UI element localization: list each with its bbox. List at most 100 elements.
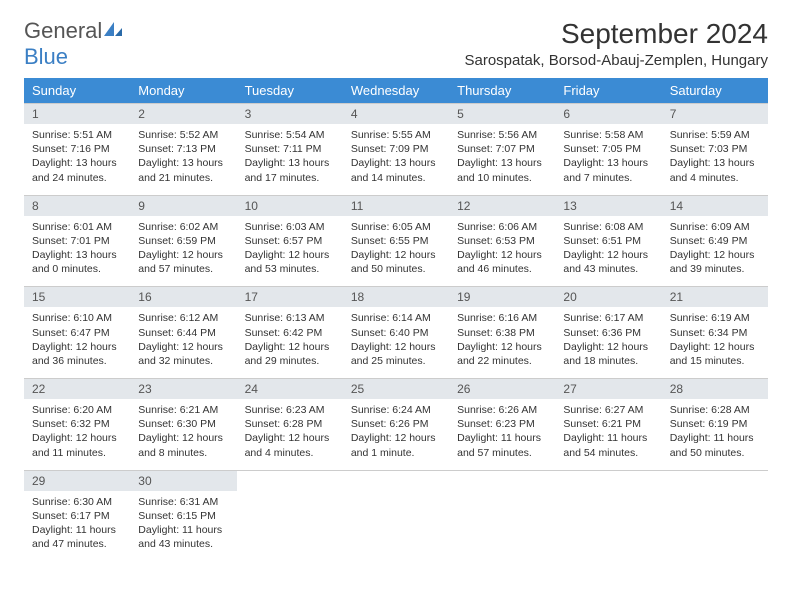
calendar-header-row: SundayMondayTuesdayWednesdayThursdayFrid… xyxy=(24,78,768,104)
calendar-week-row: 15Sunrise: 6:10 AMSunset: 6:47 PMDayligh… xyxy=(24,287,768,379)
calendar-day-cell: 6Sunrise: 5:58 AMSunset: 7:05 PMDaylight… xyxy=(555,104,661,196)
sunset-text: Sunset: 7:11 PM xyxy=(245,142,335,156)
sunset-text: Sunset: 6:38 PM xyxy=(457,326,547,340)
day-data: Sunrise: 6:06 AMSunset: 6:53 PMDaylight:… xyxy=(449,216,555,287)
brand-name-a: General xyxy=(24,18,102,43)
sunrise-text: Sunrise: 6:08 AM xyxy=(563,220,653,234)
calendar-day-cell: 2Sunrise: 5:52 AMSunset: 7:13 PMDaylight… xyxy=(130,104,236,196)
calendar-day-cell: 26Sunrise: 6:26 AMSunset: 6:23 PMDayligh… xyxy=(449,379,555,471)
day-data: Sunrise: 6:28 AMSunset: 6:19 PMDaylight:… xyxy=(662,399,768,470)
daylight-text-2: and 46 minutes. xyxy=(457,262,547,276)
sunset-text: Sunset: 6:30 PM xyxy=(138,417,228,431)
daylight-text-1: Daylight: 11 hours xyxy=(670,431,760,445)
day-number: 17 xyxy=(237,287,343,307)
sunset-text: Sunset: 6:23 PM xyxy=(457,417,547,431)
sunrise-text: Sunrise: 6:03 AM xyxy=(245,220,335,234)
calendar-day-cell: 10Sunrise: 6:03 AMSunset: 6:57 PMDayligh… xyxy=(237,195,343,287)
sunrise-text: Sunrise: 6:19 AM xyxy=(670,311,760,325)
sunrise-text: Sunrise: 6:20 AM xyxy=(32,403,122,417)
daylight-text-2: and 22 minutes. xyxy=(457,354,547,368)
daylight-text-1: Daylight: 13 hours xyxy=(32,156,122,170)
day-number: 20 xyxy=(555,287,661,307)
sunrise-text: Sunrise: 5:51 AM xyxy=(32,128,122,142)
sunrise-text: Sunrise: 6:17 AM xyxy=(563,311,653,325)
weekday-header: Wednesday xyxy=(343,78,449,104)
calendar-week-row: 1Sunrise: 5:51 AMSunset: 7:16 PMDaylight… xyxy=(24,104,768,196)
day-data: Sunrise: 5:54 AMSunset: 7:11 PMDaylight:… xyxy=(237,124,343,195)
day-data: Sunrise: 6:21 AMSunset: 6:30 PMDaylight:… xyxy=(130,399,236,470)
day-number: 7 xyxy=(662,104,768,124)
day-data: Sunrise: 6:16 AMSunset: 6:38 PMDaylight:… xyxy=(449,307,555,378)
day-data: Sunrise: 6:02 AMSunset: 6:59 PMDaylight:… xyxy=(130,216,236,287)
calendar-day-cell: 12Sunrise: 6:06 AMSunset: 6:53 PMDayligh… xyxy=(449,195,555,287)
calendar-day-cell: 23Sunrise: 6:21 AMSunset: 6:30 PMDayligh… xyxy=(130,379,236,471)
daylight-text-2: and 14 minutes. xyxy=(351,171,441,185)
sunset-text: Sunset: 6:19 PM xyxy=(670,417,760,431)
day-data: Sunrise: 5:51 AMSunset: 7:16 PMDaylight:… xyxy=(24,124,130,195)
sunrise-text: Sunrise: 6:28 AM xyxy=(670,403,760,417)
calendar-day-cell: 28Sunrise: 6:28 AMSunset: 6:19 PMDayligh… xyxy=(662,379,768,471)
daylight-text-2: and 21 minutes. xyxy=(138,171,228,185)
calendar-day-cell: 29Sunrise: 6:30 AMSunset: 6:17 PMDayligh… xyxy=(24,470,130,561)
calendar-day-cell: 30Sunrise: 6:31 AMSunset: 6:15 PMDayligh… xyxy=(130,470,236,561)
daylight-text-1: Daylight: 12 hours xyxy=(351,340,441,354)
calendar-day-cell: 1Sunrise: 5:51 AMSunset: 7:16 PMDaylight… xyxy=(24,104,130,196)
calendar-day-cell: 25Sunrise: 6:24 AMSunset: 6:26 PMDayligh… xyxy=(343,379,449,471)
calendar-table: SundayMondayTuesdayWednesdayThursdayFrid… xyxy=(24,78,768,561)
daylight-text-2: and 4 minutes. xyxy=(670,171,760,185)
sunrise-text: Sunrise: 5:58 AM xyxy=(563,128,653,142)
sunrise-text: Sunrise: 6:05 AM xyxy=(351,220,441,234)
day-data: Sunrise: 6:24 AMSunset: 6:26 PMDaylight:… xyxy=(343,399,449,470)
daylight-text-2: and 43 minutes. xyxy=(563,262,653,276)
calendar-day-cell xyxy=(237,470,343,561)
day-data: Sunrise: 5:52 AMSunset: 7:13 PMDaylight:… xyxy=(130,124,236,195)
day-number: 25 xyxy=(343,379,449,399)
month-title: September 2024 xyxy=(465,18,769,50)
day-data: Sunrise: 6:12 AMSunset: 6:44 PMDaylight:… xyxy=(130,307,236,378)
sunset-text: Sunset: 6:26 PM xyxy=(351,417,441,431)
sunrise-text: Sunrise: 5:55 AM xyxy=(351,128,441,142)
calendar-day-cell: 20Sunrise: 6:17 AMSunset: 6:36 PMDayligh… xyxy=(555,287,661,379)
weekday-header: Tuesday xyxy=(237,78,343,104)
daylight-text-2: and 4 minutes. xyxy=(245,446,335,460)
day-number: 12 xyxy=(449,196,555,216)
sunset-text: Sunset: 7:01 PM xyxy=(32,234,122,248)
daylight-text-1: Daylight: 12 hours xyxy=(670,248,760,262)
calendar-day-cell: 3Sunrise: 5:54 AMSunset: 7:11 PMDaylight… xyxy=(237,104,343,196)
sunset-text: Sunset: 6:28 PM xyxy=(245,417,335,431)
day-number: 14 xyxy=(662,196,768,216)
sunrise-text: Sunrise: 6:13 AM xyxy=(245,311,335,325)
sunrise-text: Sunrise: 6:21 AM xyxy=(138,403,228,417)
daylight-text-1: Daylight: 12 hours xyxy=(563,248,653,262)
sunset-text: Sunset: 6:34 PM xyxy=(670,326,760,340)
calendar-day-cell xyxy=(555,470,661,561)
daylight-text-2: and 54 minutes. xyxy=(563,446,653,460)
calendar-day-cell: 4Sunrise: 5:55 AMSunset: 7:09 PMDaylight… xyxy=(343,104,449,196)
daylight-text-1: Daylight: 13 hours xyxy=(457,156,547,170)
sunset-text: Sunset: 7:09 PM xyxy=(351,142,441,156)
weekday-header: Thursday xyxy=(449,78,555,104)
daylight-text-1: Daylight: 13 hours xyxy=(138,156,228,170)
calendar-day-cell: 22Sunrise: 6:20 AMSunset: 6:32 PMDayligh… xyxy=(24,379,130,471)
daylight-text-2: and 8 minutes. xyxy=(138,446,228,460)
sunset-text: Sunset: 7:07 PM xyxy=(457,142,547,156)
sunset-text: Sunset: 6:55 PM xyxy=(351,234,441,248)
sunset-text: Sunset: 7:16 PM xyxy=(32,142,122,156)
calendar-day-cell: 7Sunrise: 5:59 AMSunset: 7:03 PMDaylight… xyxy=(662,104,768,196)
calendar-day-cell: 24Sunrise: 6:23 AMSunset: 6:28 PMDayligh… xyxy=(237,379,343,471)
calendar-day-cell: 14Sunrise: 6:09 AMSunset: 6:49 PMDayligh… xyxy=(662,195,768,287)
brand-logo: GeneralBlue xyxy=(24,18,124,70)
sunrise-text: Sunrise: 6:09 AM xyxy=(670,220,760,234)
daylight-text-2: and 39 minutes. xyxy=(670,262,760,276)
daylight-text-1: Daylight: 13 hours xyxy=(351,156,441,170)
calendar-day-cell: 5Sunrise: 5:56 AMSunset: 7:07 PMDaylight… xyxy=(449,104,555,196)
daylight-text-2: and 7 minutes. xyxy=(563,171,653,185)
sunset-text: Sunset: 6:44 PM xyxy=(138,326,228,340)
daylight-text-1: Daylight: 12 hours xyxy=(32,431,122,445)
sunset-text: Sunset: 7:05 PM xyxy=(563,142,653,156)
daylight-text-1: Daylight: 13 hours xyxy=(32,248,122,262)
day-number: 3 xyxy=(237,104,343,124)
daylight-text-2: and 11 minutes. xyxy=(32,446,122,460)
daylight-text-2: and 32 minutes. xyxy=(138,354,228,368)
sunrise-text: Sunrise: 6:01 AM xyxy=(32,220,122,234)
